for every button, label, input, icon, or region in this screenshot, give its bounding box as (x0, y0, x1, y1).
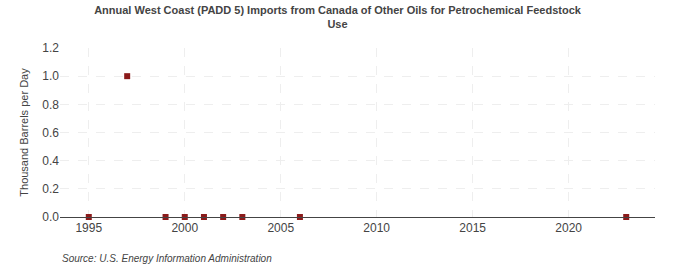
svg-text:0.0: 0.0 (42, 210, 59, 224)
svg-text:0.6: 0.6 (42, 126, 59, 140)
svg-text:2015: 2015 (459, 221, 486, 235)
svg-text:0.2: 0.2 (42, 182, 59, 196)
svg-text:0.4: 0.4 (42, 154, 59, 168)
svg-text:Thousand Barrels per Day: Thousand Barrels per Day (18, 68, 30, 197)
svg-text:2010: 2010 (363, 221, 390, 235)
svg-text:2000: 2000 (171, 221, 198, 235)
svg-text:1.0: 1.0 (42, 69, 59, 83)
svg-text:Source: U.S. Energy Informatio: Source: U.S. Energy Information Administ… (62, 253, 272, 264)
svg-text:1.2: 1.2 (42, 41, 59, 55)
svg-text:2005: 2005 (267, 221, 294, 235)
svg-text:Annual West Coast (PADD 5) Imp: Annual West Coast (PADD 5) Imports from … (94, 4, 582, 30)
svg-text:1995: 1995 (75, 221, 102, 235)
svg-text:2020: 2020 (555, 221, 582, 235)
svg-text:0.8: 0.8 (42, 98, 59, 112)
